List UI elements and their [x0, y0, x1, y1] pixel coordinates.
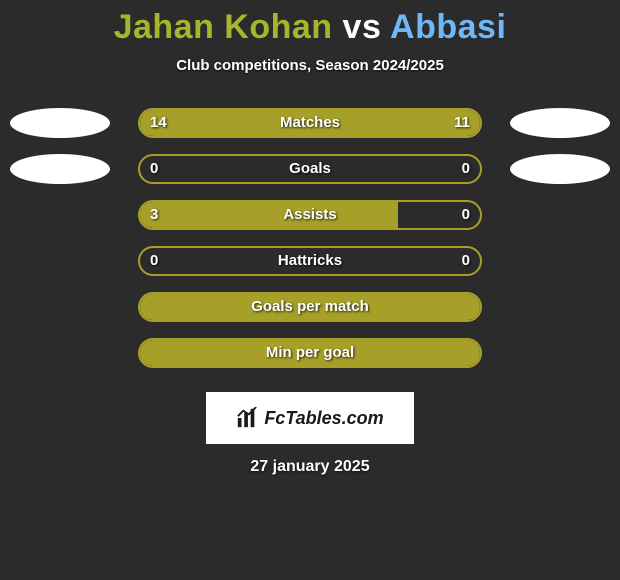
stat-value-right: 0: [462, 156, 470, 182]
stat-bar-track: Min per goal: [138, 338, 482, 368]
stat-row: Goals per match: [0, 286, 620, 332]
stat-bar-track: Assists30: [138, 200, 482, 230]
player2-name: Abbasi: [390, 8, 506, 46]
stat-row: Assists30: [0, 194, 620, 240]
stat-bar-track: Hattricks0 0: [138, 246, 482, 276]
stat-row: Goals0 0: [0, 148, 620, 194]
stat-rows: Matches1411Goals00Assists30Hattricks00Go…: [0, 102, 620, 378]
date-text: 27 january 2025: [0, 458, 620, 476]
subtitle: Club competitions, Season 2024/2025: [0, 57, 620, 74]
chart-icon: [236, 407, 258, 429]
player1-name: Jahan Kohan: [114, 8, 333, 46]
stat-bar-track: Matches1411: [138, 108, 482, 138]
logo-box: FcTables.com: [206, 392, 414, 444]
team-badge-right: [510, 154, 610, 184]
stat-row: Min per goal: [0, 332, 620, 378]
stat-bar-fill-left: [140, 202, 398, 228]
stat-value-left: 0: [150, 248, 158, 274]
vs-text: vs: [343, 8, 382, 46]
stat-row: Hattricks0 0: [0, 240, 620, 286]
stat-bar-track: Goals0 0: [138, 154, 482, 184]
stat-value-right: 0: [462, 248, 470, 274]
team-badge-left: [10, 154, 110, 184]
logo-text: FcTables.com: [264, 408, 383, 429]
stat-bar-fill-left: [140, 110, 330, 136]
stat-value-right: 0: [462, 202, 470, 228]
stat-label: Hattricks: [140, 248, 480, 274]
stat-bar-fill: [140, 340, 480, 366]
stat-bar-track: Goals per match: [138, 292, 482, 322]
stat-bar-fill: [140, 294, 480, 320]
stat-value-left: 0: [150, 156, 158, 182]
team-badge-right: [510, 108, 610, 138]
stat-label: Goals: [140, 156, 480, 182]
comparison-title: Jahan Kohan vs Abbasi: [0, 0, 620, 47]
team-badge-left: [10, 108, 110, 138]
stat-row: Matches1411: [0, 102, 620, 148]
stat-bar-fill-right: [330, 110, 480, 136]
